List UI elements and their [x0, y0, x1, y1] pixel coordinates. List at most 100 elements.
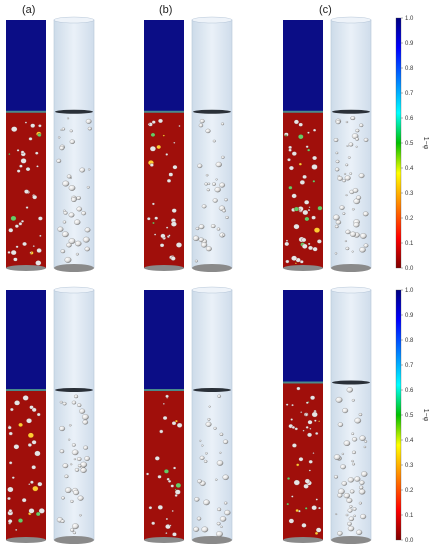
iso-bubble — [341, 452, 345, 455]
iso-bubble — [345, 163, 349, 167]
bubble — [174, 489, 181, 495]
bubble — [291, 255, 298, 261]
iso-bubble — [207, 418, 211, 421]
bubble — [309, 427, 312, 430]
iso-bubble — [84, 246, 90, 252]
iso-bubble — [213, 426, 217, 430]
iso-bubble — [216, 531, 223, 537]
bubble — [174, 419, 178, 423]
bubble — [157, 474, 162, 479]
iso-bubble — [77, 457, 82, 461]
colorbar-bottom: 1.0 0.9 0.8 0.7 0.6 0.5 0.4 0.3 0.2 0.1 0.0 1−φ — [395, 288, 429, 544]
bubble — [165, 153, 169, 156]
iso-bubble — [203, 499, 210, 506]
bubble — [149, 146, 156, 152]
iso-bubble — [82, 414, 89, 420]
bubble — [32, 485, 39, 492]
iso-bubble — [74, 468, 80, 472]
bubble — [162, 402, 165, 405]
bubble — [146, 472, 150, 476]
iso-bubble — [359, 123, 364, 128]
iso-bubble — [219, 182, 226, 188]
bubble — [31, 440, 37, 445]
tube-top — [53, 286, 95, 294]
iso-bubble — [68, 438, 71, 441]
iso-bubble — [70, 528, 75, 532]
iso-bubble — [72, 531, 77, 535]
iso-bubble — [80, 467, 87, 473]
colorbar-tick-label: 0.1 — [405, 513, 414, 519]
bubble — [296, 463, 300, 467]
iso-bubble — [205, 452, 208, 455]
iso-bubble — [79, 514, 82, 517]
bubble — [38, 124, 42, 128]
bubble — [287, 158, 291, 162]
bubble — [288, 518, 295, 524]
iso-bubble — [350, 116, 356, 121]
iso-bubble — [86, 186, 90, 189]
bubble — [166, 477, 170, 481]
colorbar-tick-label: 1.0 — [405, 16, 414, 22]
tube-body — [191, 19, 233, 269]
bubble — [174, 488, 177, 491]
bubble — [30, 123, 36, 128]
iso-bubble — [62, 220, 67, 224]
bubble — [35, 511, 41, 517]
bubble — [291, 193, 297, 199]
iso-bubble — [335, 159, 340, 164]
iso-bubble — [223, 501, 228, 505]
iso-bubble — [215, 478, 218, 481]
bubble — [291, 425, 296, 429]
iso-bubble — [81, 211, 87, 216]
iso-bubble — [351, 462, 356, 466]
colorbar-tick-label: 1.0 — [405, 288, 414, 294]
iso-bubble — [217, 394, 222, 398]
iso-bubble — [353, 514, 356, 517]
iso-bubble — [335, 120, 341, 125]
bubble — [178, 124, 181, 128]
interface-line — [6, 110, 46, 113]
bubble — [38, 508, 45, 514]
iso-bubble — [334, 167, 340, 172]
bubble — [291, 151, 297, 156]
iso-bubble — [361, 471, 368, 477]
bubble — [293, 479, 300, 486]
iso-bubble — [70, 499, 74, 503]
interface-line — [144, 389, 184, 391]
colorbar-tick-label: 0.6 — [405, 388, 414, 394]
column-floor — [283, 265, 323, 271]
bubble — [317, 205, 323, 211]
bubble — [313, 227, 321, 233]
iso-bubble — [199, 439, 202, 442]
bubble — [298, 457, 304, 462]
iso-bubble — [332, 214, 340, 221]
bubble — [152, 221, 155, 225]
bubble — [291, 403, 294, 407]
panel-bottom-b — [144, 286, 233, 544]
bubble — [37, 481, 43, 487]
bubble — [288, 145, 293, 150]
iso-bubble — [335, 219, 342, 225]
bubble — [7, 519, 13, 524]
bubble — [158, 118, 163, 124]
iso-bubble — [358, 488, 366, 495]
bubble — [174, 494, 178, 497]
bubble — [301, 523, 307, 528]
iso-bubble — [68, 238, 76, 244]
bubble — [16, 149, 20, 152]
bubble — [35, 260, 42, 266]
bubble — [14, 400, 21, 406]
bubble — [311, 164, 318, 170]
iso-bubble — [193, 526, 200, 532]
colorbar-tick-label: 0.5 — [405, 413, 414, 419]
bubble — [288, 185, 293, 190]
column-floor — [144, 265, 184, 271]
bubble — [151, 521, 156, 526]
iso-bubble — [76, 196, 81, 200]
iso-bubble — [360, 513, 367, 520]
iso-bubble — [358, 413, 363, 417]
tube-floor — [192, 536, 232, 544]
bubble — [171, 509, 174, 512]
bubble — [9, 407, 14, 412]
bubble — [307, 419, 313, 425]
